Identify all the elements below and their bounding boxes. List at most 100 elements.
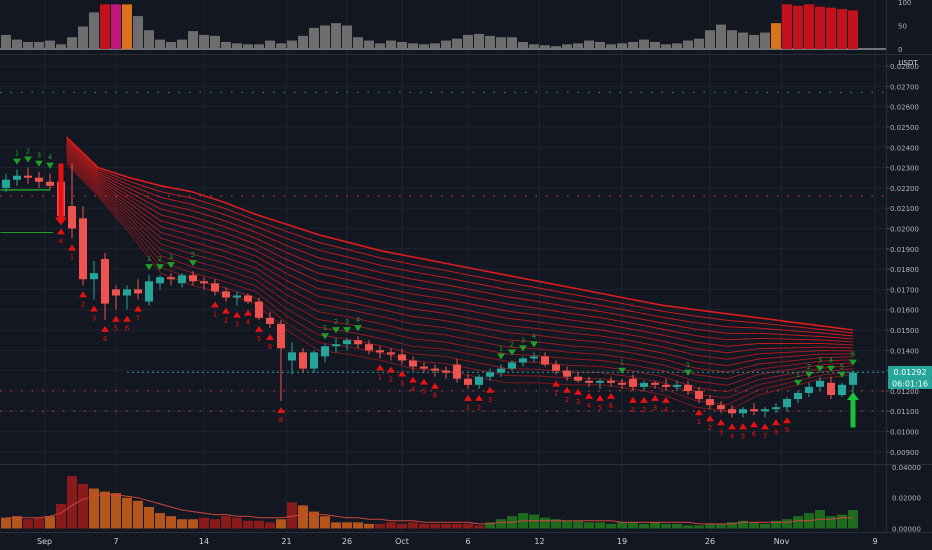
- candle-body: [310, 352, 318, 369]
- volume-bar: [133, 500, 143, 529]
- price-tick-label: 0.01100: [890, 408, 919, 416]
- oscillator-bar: [122, 4, 132, 50]
- candle-body: [2, 179, 10, 188]
- time-tick-label: 14: [199, 537, 209, 546]
- sell-signal-marker: [68, 244, 76, 251]
- candle-body: [24, 175, 32, 178]
- candle-body: [816, 380, 824, 387]
- time-axis[interactable]: Sep 7 14 21 26 Oct 6 12 19 26 Nov 9: [37, 537, 878, 546]
- time-tick-label: 26: [342, 537, 352, 546]
- oscillator-bar: [23, 41, 33, 49]
- oscillator-bar: [199, 34, 209, 49]
- candle-body: [233, 295, 241, 298]
- candle-body: [112, 289, 120, 296]
- volume-tick-label: 0.00000: [892, 525, 921, 533]
- buy-signal-marker: [827, 365, 835, 372]
- oscillator-bar: [188, 31, 198, 49]
- candle-body: [266, 317, 274, 324]
- oscillator-bar: [45, 40, 55, 49]
- sell-signal-label: 1: [70, 254, 74, 262]
- candle-body: [761, 409, 769, 412]
- sell-signal-label: 5: [257, 335, 261, 343]
- buy-signal-label: 5: [191, 251, 195, 259]
- candle-body: [585, 380, 593, 383]
- sell-signal-label: 3: [719, 428, 723, 436]
- sell-signal-label: 3: [400, 380, 404, 388]
- sell-signal-marker: [651, 394, 659, 401]
- ribbon-line: [65, 136, 854, 331]
- candle-body: [189, 275, 197, 282]
- volume-bar: [738, 520, 748, 529]
- time-tick-label: 7: [113, 537, 118, 546]
- volume-bar: [441, 523, 451, 529]
- sell-signal-marker: [772, 419, 780, 426]
- volume-bar: [100, 491, 110, 529]
- sell-signal-marker: [761, 423, 769, 430]
- down-arrow-shaft: [58, 163, 64, 219]
- oscillator-bar: [782, 4, 792, 50]
- ribbon-line: [66, 156, 854, 386]
- ribbon-line: [66, 145, 854, 347]
- candle-body: [618, 382, 626, 385]
- sell-signal-marker: [211, 301, 219, 308]
- oscillator-bar: [815, 6, 825, 49]
- sell-signal-label: 3: [92, 315, 96, 323]
- sell-signal-marker: [629, 396, 637, 403]
- oscillator-bar: [232, 43, 242, 49]
- volume-bar: [298, 505, 308, 529]
- volume-bar: [463, 523, 473, 529]
- volume-bar: [276, 519, 286, 529]
- oscillator-bar: [89, 12, 99, 49]
- sell-signal-label: 2: [477, 404, 481, 412]
- volume-bar: [188, 519, 198, 529]
- volume-bar: [452, 523, 462, 529]
- sell-signal-label: 6: [268, 343, 273, 351]
- volume-bar: [45, 516, 55, 529]
- price-tick-label: 0.01400: [890, 347, 919, 355]
- candle-body: [79, 218, 87, 280]
- buy-signal-marker: [816, 365, 824, 372]
- buy-signal-marker: [530, 341, 538, 348]
- time-tick-label: 21: [281, 537, 291, 546]
- buy-signal-label: 2: [26, 148, 30, 156]
- buy-signal-label: 3: [169, 253, 173, 261]
- volume-bar: [331, 522, 341, 529]
- volume-bar: [496, 519, 506, 529]
- volume-bar: [320, 516, 330, 529]
- volume-bar: [760, 523, 770, 529]
- buy-signal-label: 3: [818, 357, 822, 365]
- sell-signal-label: 3: [576, 398, 580, 406]
- candle-body: [684, 384, 692, 391]
- price-axis[interactable]: 0.02800 0.02700 0.02600 0.02500 0.02400 0.023…: [886, 0, 921, 533]
- oscillator-bar: [452, 38, 462, 49]
- buy-signal-marker: [321, 333, 329, 340]
- volume-bar: [628, 522, 638, 529]
- sell-signal-label: 1: [213, 310, 217, 318]
- oscillator-bar: [441, 40, 451, 49]
- time-tick-label: 19: [617, 537, 627, 546]
- sell-signal-marker: [739, 423, 747, 430]
- sell-signal-marker: [706, 415, 714, 422]
- sell-signal-label: 1: [554, 390, 558, 398]
- candle-body: [530, 356, 538, 359]
- buy-signal-marker: [618, 367, 626, 374]
- oscillator-bar: [507, 37, 517, 49]
- countdown-label: 06:01:16: [892, 380, 928, 389]
- oscillator-bar: [12, 39, 22, 49]
- candle-body: [354, 340, 362, 345]
- candle-body: [651, 382, 659, 385]
- ribbon-line: [66, 143, 854, 343]
- buy-signal-label: 4: [532, 332, 537, 340]
- oscillator-bar: [298, 35, 308, 49]
- sell-signal-label: 8: [774, 428, 778, 436]
- candle-body: [90, 273, 98, 280]
- volume-bar: [639, 523, 649, 529]
- oscillator-bar: [430, 43, 440, 49]
- candle-body: [695, 390, 703, 400]
- sell-signal-marker: [750, 421, 758, 428]
- price-tick-label: 0.02800: [890, 63, 919, 71]
- candle-body: [673, 384, 681, 387]
- volume-bar: [364, 523, 374, 529]
